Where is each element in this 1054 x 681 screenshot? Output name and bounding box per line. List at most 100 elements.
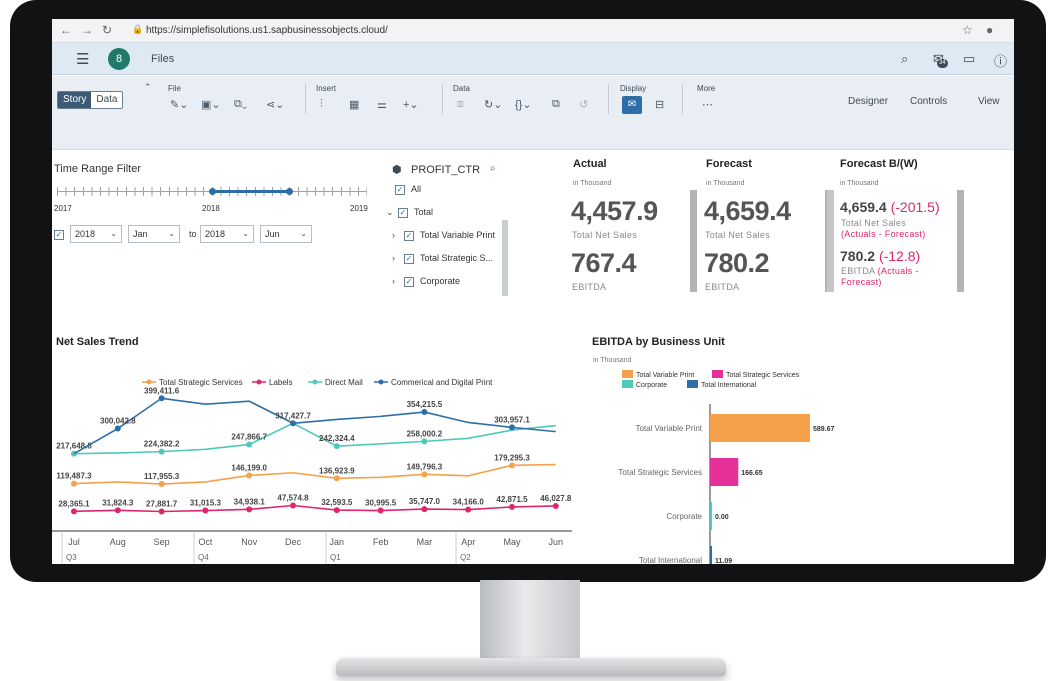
kpi-actual-title: Actual xyxy=(573,158,607,170)
screen: ← → ↻ 🔒 https://simplefisolutions.us1.sa… xyxy=(52,19,1014,564)
checkbox[interactable]: ✓ xyxy=(398,207,408,218)
chevron-down-icon: ⌄ xyxy=(242,229,249,238)
story-data-toggle: Story Data xyxy=(57,91,124,109)
checkbox[interactable]: ✓ xyxy=(404,253,414,264)
url-field[interactable]: https://simplefisolutions.us1.sapbusines… xyxy=(146,25,388,36)
filter-item-label: Total Strategic S... xyxy=(420,253,494,263)
to-year-select[interactable]: 2018 ⌄ xyxy=(200,225,254,243)
chevron-right-icon[interactable]: › xyxy=(392,276,395,286)
edit-icon[interactable]: ✎⌄ xyxy=(170,99,189,111)
browser-bar: ← → ↻ 🔒 https://simplefisolutions.us1.sa… xyxy=(52,19,1014,43)
kpi-bar xyxy=(957,190,964,292)
data-source-icon[interactable]: ⧉ xyxy=(552,98,560,110)
collapse-toolbar-icon[interactable]: ⌃ xyxy=(144,82,152,92)
quarter-label: Q3 xyxy=(66,553,77,562)
history-icon[interactable]: ↺ xyxy=(579,99,589,111)
data-label: 242,324.4 xyxy=(319,434,355,443)
from-year-select[interactable]: 2018 ⌄ xyxy=(70,225,122,243)
notifications-icon[interactable]: ✉ xyxy=(933,51,944,67)
designer-button[interactable]: Designer xyxy=(848,96,889,107)
filter-item-total-strategic-services[interactable]: › ✓ Total Strategic S... xyxy=(392,253,493,264)
share-icon[interactable]: ⋖⌄ xyxy=(266,99,285,111)
group-label-data: Data xyxy=(453,84,470,93)
kpi-bw-net-sales-caption: Total Net Sales (Actuals - Forecast) xyxy=(841,218,926,240)
to-year-value: 2018 xyxy=(205,229,226,239)
copy-icon[interactable]: ⧉⌄ xyxy=(234,98,248,110)
filter-item-all[interactable]: ✓ All xyxy=(395,184,421,195)
add-icon[interactable]: +⌄ xyxy=(403,99,419,111)
time-range-checkbox[interactable]: ✓ xyxy=(54,230,64,240)
legend-swatch xyxy=(712,370,723,378)
comment-mode-button[interactable]: ✉ xyxy=(622,96,642,114)
x-tick-label: Aug xyxy=(110,537,126,547)
chevron-right-icon[interactable]: › xyxy=(392,230,395,240)
x-tick-label: Feb xyxy=(373,537,389,547)
search-icon[interactable]: ⌕ xyxy=(490,163,496,174)
chevron-right-icon[interactable]: › xyxy=(392,253,395,263)
filter-item-total[interactable]: ⌄ ✓ Total xyxy=(386,207,433,218)
tab-data[interactable]: Data xyxy=(91,92,123,108)
chat-icon[interactable]: ▭ xyxy=(963,51,976,66)
time-range-end-handle[interactable] xyxy=(286,188,293,195)
kpi-bar xyxy=(827,190,834,292)
save-icon[interactable]: ▣⌄ xyxy=(201,99,221,111)
filter-controls-icon[interactable]: ⚌ xyxy=(377,99,387,111)
checkbox[interactable]: ✓ xyxy=(395,184,405,195)
checkbox[interactable]: ✓ xyxy=(404,276,414,287)
kpi-actual-net-sales: 4,457.9 xyxy=(571,196,658,226)
x-tick-label: May xyxy=(503,537,521,547)
tab-story[interactable]: Story xyxy=(58,92,92,108)
chart-icon[interactable]: ⫶ xyxy=(320,98,323,110)
data-label: 217,648.8 xyxy=(56,442,92,451)
data-label: 303,957.1 xyxy=(494,415,530,424)
star-icon[interactable]: ☆ xyxy=(962,23,973,37)
time-range-filter-title: Time Range Filter xyxy=(54,163,142,175)
data-label: 146,199.0 xyxy=(231,463,267,472)
page-title: Files xyxy=(151,53,175,65)
kpi-actual-net-sales-label: Total Net Sales xyxy=(572,230,638,240)
filter-item-corporate[interactable]: › ✓ Corporate xyxy=(392,276,460,287)
account-icon[interactable]: ● xyxy=(986,23,994,37)
data-label: 42,871.5 xyxy=(496,495,528,504)
formula-icon[interactable]: {}⌄ xyxy=(515,99,532,111)
value-label: 166.65 xyxy=(741,470,763,477)
time-range-year-label: 2018 xyxy=(202,204,220,213)
back-icon[interactable]: ← xyxy=(60,23,72,37)
value-label: 0.00 xyxy=(715,514,729,521)
data-label: 119,487.3 xyxy=(56,472,92,481)
data-label: 354,215.5 xyxy=(407,400,443,409)
data-point xyxy=(71,508,77,515)
avatar[interactable]: 8 xyxy=(108,48,130,70)
time-range-start-handle[interactable] xyxy=(209,188,216,195)
data-label: 31,015.3 xyxy=(190,499,222,508)
data-point xyxy=(290,502,296,509)
filter-scrollbar[interactable] xyxy=(502,220,508,296)
to-month-select[interactable]: Jun ⌄ xyxy=(260,225,312,243)
layout-icon[interactable]: ⊟ xyxy=(655,99,665,111)
table-icon[interactable]: ▦ xyxy=(349,99,360,111)
refresh-icon[interactable]: ↻⌄ xyxy=(484,99,503,111)
time-range-selection[interactable] xyxy=(212,190,290,193)
kpi-forecast-title: Forecast xyxy=(706,158,752,170)
filter-item-total-variable-print[interactable]: › ✓ Total Variable Print xyxy=(392,230,495,241)
forward-icon[interactable]: → xyxy=(81,23,93,37)
view-button[interactable]: View xyxy=(978,96,1000,107)
help-icon[interactable]: ⓘ xyxy=(994,54,1008,69)
chevron-down-icon[interactable]: ⌄ xyxy=(386,207,394,217)
reload-icon[interactable]: ↻ xyxy=(102,23,113,37)
hamburger-menu-icon[interactable]: ☰ xyxy=(76,51,90,68)
data-point xyxy=(202,507,209,514)
monitor-stand-neck xyxy=(480,580,580,662)
from-month-select[interactable]: Jan ⌄ xyxy=(128,225,180,243)
checkbox[interactable]: ✓ xyxy=(404,230,414,241)
controls-button[interactable]: Controls xyxy=(910,96,948,107)
link-dimensions-icon[interactable]: ⧈ xyxy=(457,98,464,110)
more-icon[interactable]: ⋯ xyxy=(702,99,713,111)
data-point xyxy=(509,424,515,431)
data-point xyxy=(158,481,165,488)
search-icon[interactable]: ⌕ xyxy=(901,51,909,66)
value-label: 589.67 xyxy=(813,426,835,433)
data-label: 300,042.8 xyxy=(100,417,136,426)
data-point xyxy=(290,420,296,427)
group-label-insert: Insert xyxy=(316,84,337,93)
